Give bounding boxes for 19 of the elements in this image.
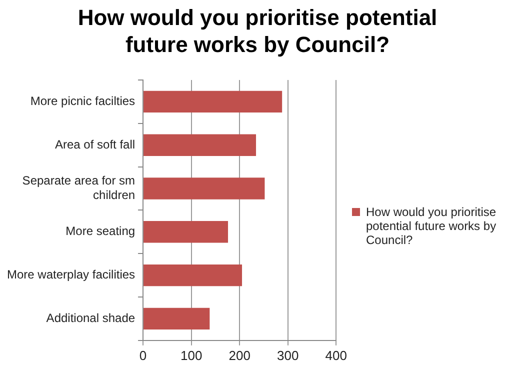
y-tick-label: More waterplay facilities xyxy=(7,268,136,282)
x-tick-label: 200 xyxy=(228,348,250,363)
x-tick-label: 400 xyxy=(325,348,348,363)
bar xyxy=(144,90,282,113)
y-tick-label: More picnic facilties xyxy=(30,94,136,108)
bar xyxy=(144,221,228,243)
y-tick-label: Additional shade xyxy=(46,311,136,326)
y-tick-label: Area of soft fall xyxy=(55,137,136,152)
x-tick-label: 100 xyxy=(180,348,202,363)
y-tick-label: More seating xyxy=(66,224,136,238)
bar xyxy=(144,178,265,200)
chart-title: How would you prioritise potential future works by Council? xyxy=(76,4,438,58)
bar xyxy=(144,308,210,330)
y-tick-label: Separate area for sm children xyxy=(22,174,136,202)
x-tick-label: 300 xyxy=(277,348,299,363)
bar xyxy=(144,134,256,156)
x-tick-label: 0 xyxy=(139,348,147,363)
legend-label: How would you prioritise potential future works by Council? xyxy=(366,205,498,247)
bar xyxy=(144,264,242,286)
